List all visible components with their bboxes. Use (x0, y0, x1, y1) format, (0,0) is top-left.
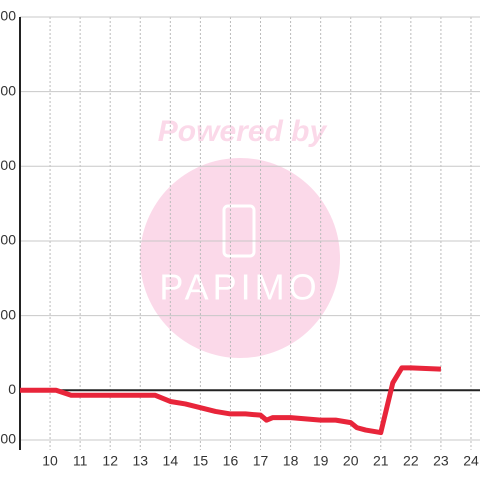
x-tick-label: 17 (253, 453, 269, 469)
data-line (20, 365, 442, 436)
x-tick-label: 14 (163, 453, 179, 469)
watermark: Powered by PAPIMO (140, 115, 340, 358)
x-tick-label: 20 (343, 453, 359, 469)
watermark-circle (140, 158, 340, 358)
y-tick-label: 0 (8, 381, 16, 397)
x-tick-label: 22 (403, 453, 419, 469)
y-tick-label: 30,000 (0, 306, 16, 322)
x-tick-label: 18 (283, 453, 299, 469)
x-tick-label: 15 (193, 453, 209, 469)
watermark-logo: PAPIMO (159, 267, 320, 308)
y-tick-label: 120,000 (0, 82, 16, 98)
y-tick-label: 90,000 (0, 157, 16, 173)
x-tick-label: 10 (42, 453, 58, 469)
x-tick-label: 19 (313, 453, 329, 469)
y-tick-label: 150,000 (0, 8, 16, 24)
y-tick-label: 60,000 (0, 232, 16, 248)
x-tick-label: 11 (73, 453, 88, 469)
watermark-phone (222, 204, 256, 258)
x-tick-label: 21 (373, 453, 389, 469)
x-tick-label: 24 (463, 453, 479, 469)
x-tick-label: 13 (132, 453, 148, 469)
y-tick-label: -20,000 (0, 431, 16, 447)
watermark-top: Powered by (158, 115, 328, 148)
x-tick-label: 12 (102, 453, 118, 469)
x-tick-label: 23 (433, 453, 449, 469)
x-tick-label: 16 (223, 453, 239, 469)
